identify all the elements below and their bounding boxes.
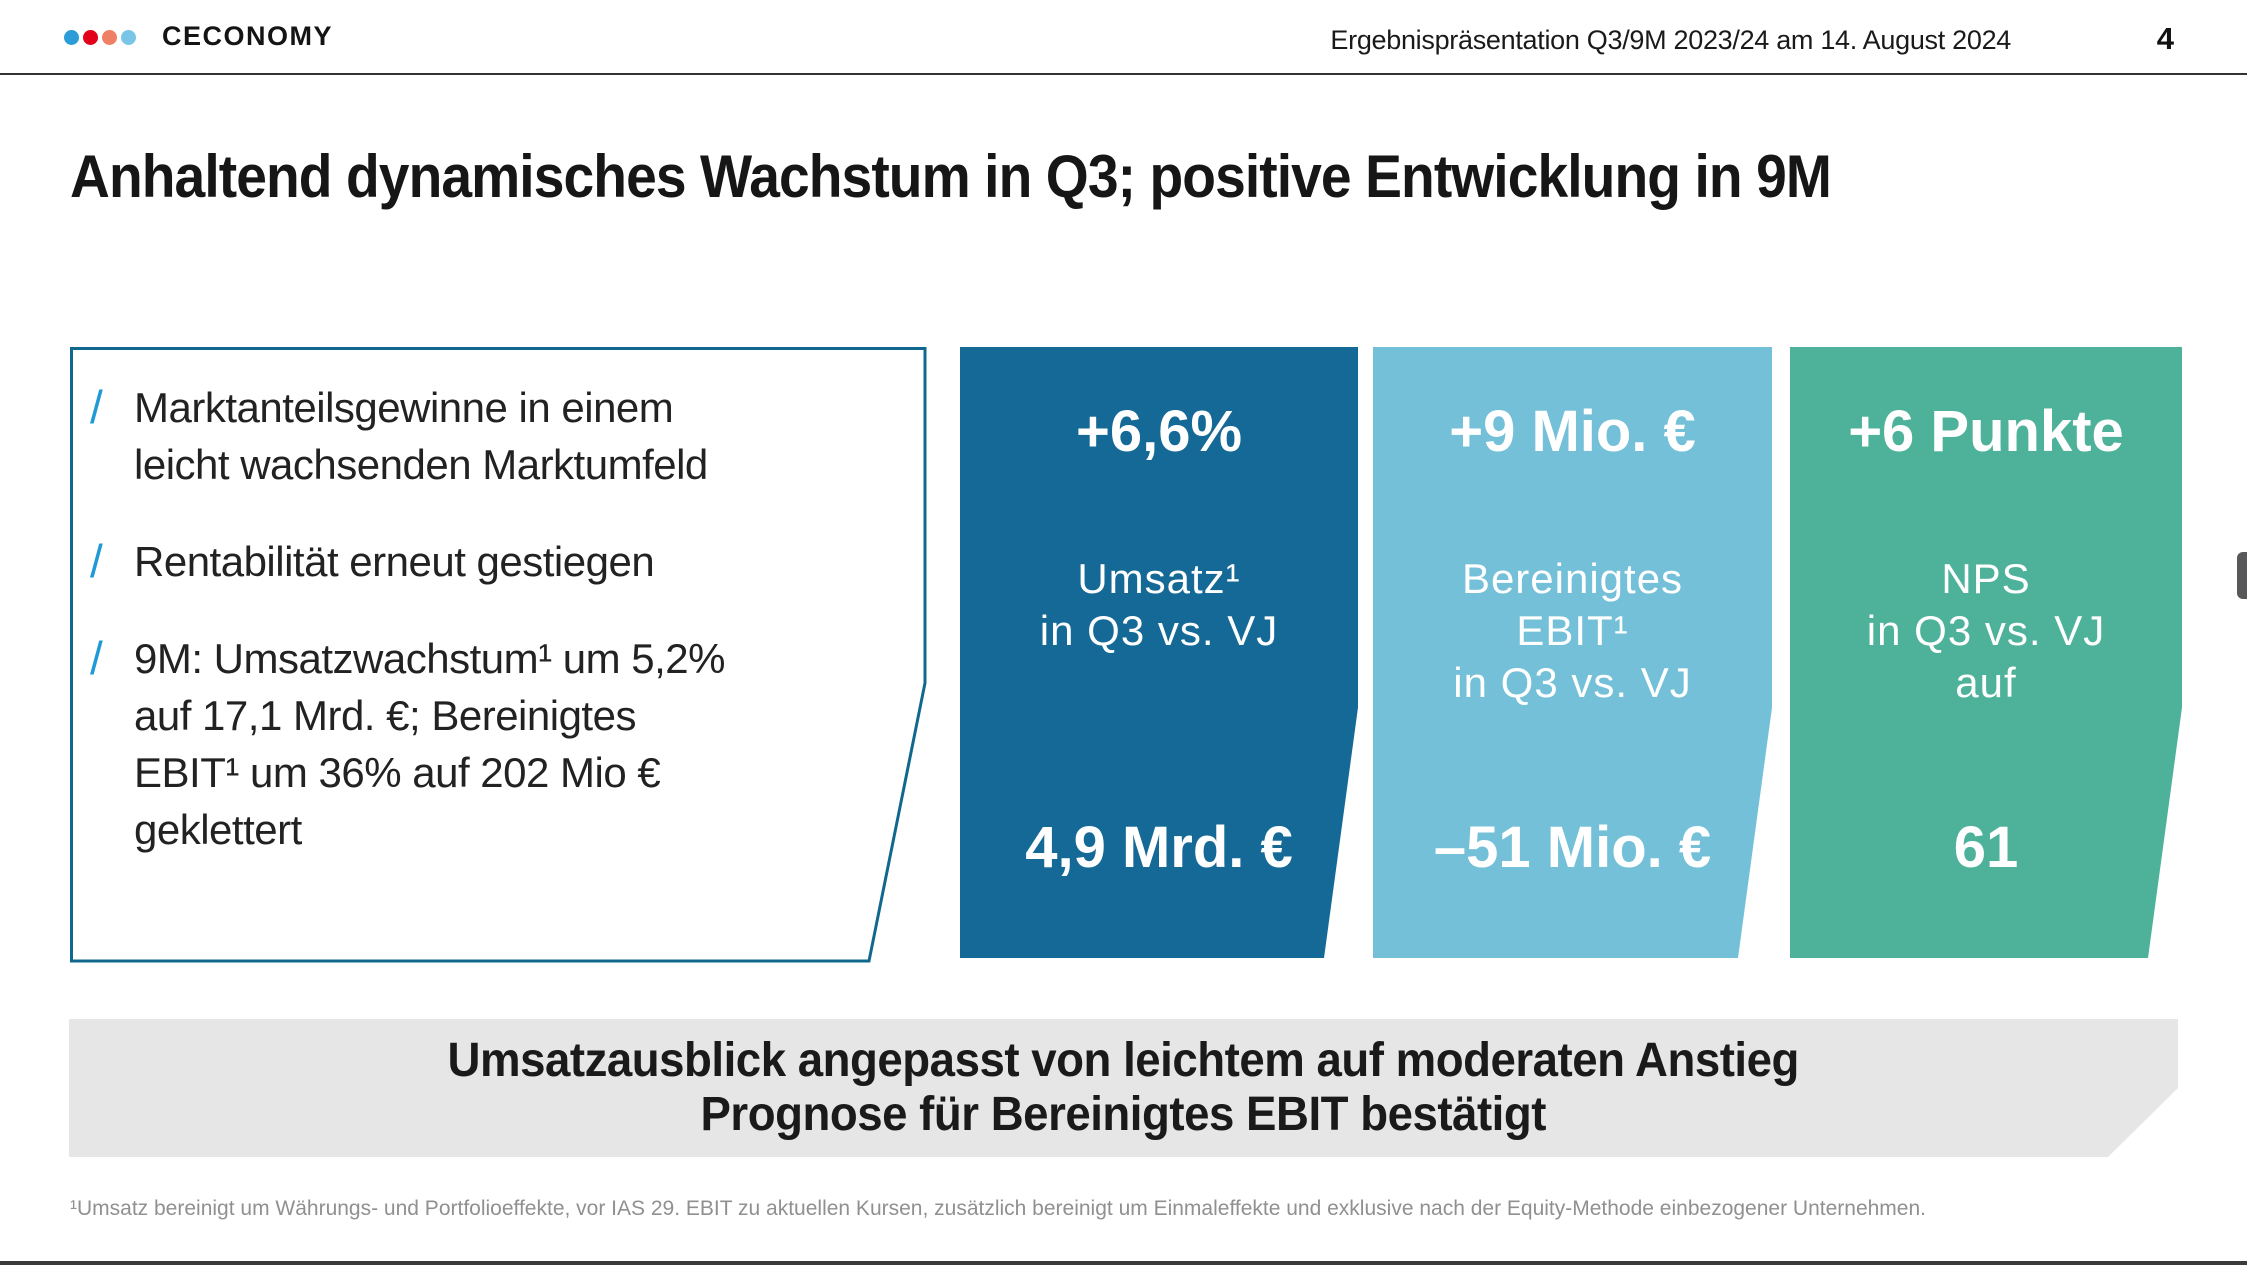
logo-dot-icon: [102, 30, 117, 45]
kpi-headline: +9 Mio. €: [1449, 399, 1696, 464]
presentation-info: Ergebnispräsentation Q3/9M 2023/24 am 14…: [1330, 25, 2011, 55]
kpi-value: 4,9 Mrd. €: [1025, 815, 1293, 880]
scrollbar-thumb[interactable]: [2237, 552, 2247, 599]
logo-dot-icon: [83, 30, 98, 45]
list-item: / 9M: Umsatzwachstum¹ um 5,2% auf 17,1 M…: [90, 630, 900, 858]
ceconomy-logo-dots-icon: [64, 30, 136, 45]
bullet-text: Rentabilität erneut gestiegen: [134, 538, 655, 585]
outlook-banner-text: Umsatzausblick angepasst von leichtem au…: [447, 1034, 1800, 1141]
kpi-card-umsatz: +6,6% Umsatz¹ in Q3 vs. VJ 4,9 Mrd. €: [960, 347, 1358, 958]
outlook-banner: Umsatzausblick angepasst von leichtem au…: [69, 1019, 2178, 1157]
logo-dot-icon: [121, 30, 136, 45]
kpi-headline: +6,6%: [1075, 399, 1243, 464]
list-item: / Marktanteilsgewinne in einem leicht wa…: [90, 379, 900, 493]
kpi-headline: +6 Punkte: [1848, 399, 2124, 464]
key-messages-list: / Marktanteilsgewinne in einem leicht wa…: [90, 379, 900, 898]
list-item: / Rentabilität erneut gestiegen: [90, 533, 900, 590]
kpi-value: –51 Mio. €: [1433, 815, 1712, 880]
kpi-card-ebit: +9 Mio. € Bereinigtes EBIT¹ in Q3 vs. VJ…: [1373, 347, 1772, 958]
page-title: Anhaltend dynamisches Wachstum in Q3; po…: [70, 143, 1832, 210]
kpi-card-nps: +6 Punkte NPS in Q3 vs. VJ auf 61: [1790, 347, 2182, 958]
bullet-slash-icon: /: [90, 535, 103, 587]
page-number: 4: [2156, 21, 2174, 56]
logo-dot-icon: [64, 30, 79, 45]
header-divider: [0, 73, 2247, 75]
bottom-border: [0, 1261, 2247, 1265]
kpi-subtitle: Umsatz¹ in Q3 vs. VJ: [1039, 555, 1279, 654]
kpi-value: 61: [1953, 815, 2019, 880]
bullet-text: Marktanteilsgewinne in einem leicht wach…: [134, 384, 708, 488]
ceconomy-logo-wordmark: CECONOMY: [162, 21, 334, 51]
bullet-slash-icon: /: [90, 632, 103, 684]
key-messages-outline: [70, 347, 927, 963]
kpi-subtitle: NPS in Q3 vs. VJ auf: [1866, 555, 2106, 706]
footnote: ¹Umsatz bereinigt um Währungs- und Portf…: [70, 1197, 1926, 1220]
bullet-text: 9M: Umsatzwachstum¹ um 5,2% auf 17,1 Mrd…: [134, 635, 726, 853]
key-messages-box: / Marktanteilsgewinne in einem leicht wa…: [70, 347, 927, 963]
kpi-subtitle: Bereinigtes EBIT¹ in Q3 vs. VJ: [1453, 555, 1692, 706]
bullet-slash-icon: /: [90, 381, 103, 433]
